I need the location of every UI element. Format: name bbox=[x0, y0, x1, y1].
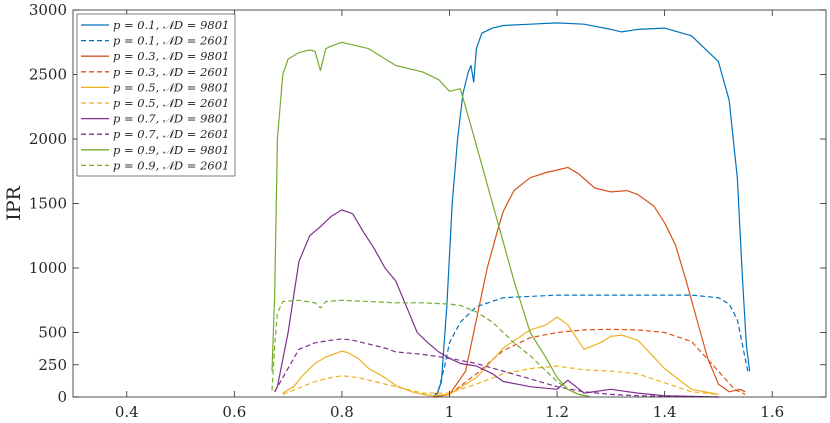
series-line-9 bbox=[271, 299, 590, 397]
x-tick-label: 0.4 bbox=[115, 403, 139, 421]
series-line-3 bbox=[433, 328, 746, 398]
y-tick-label: 250 bbox=[38, 356, 67, 374]
y-tick-label: 500 bbox=[38, 324, 67, 342]
legend-label-9: p = 0.9, 𝒩D = 2601 bbox=[113, 158, 229, 172]
legend-label-1: p = 0.1, 𝒩D = 2601 bbox=[113, 34, 229, 48]
legend-label-2: p = 0.3, 𝒩D = 9801 bbox=[113, 49, 229, 63]
legend-label-5: p = 0.5, 𝒩D = 2601 bbox=[113, 96, 229, 110]
legend-label-7: p = 0.7, 𝒩D = 2601 bbox=[113, 127, 229, 141]
series-line-2 bbox=[433, 166, 746, 398]
y-tick-label: 2000 bbox=[29, 130, 67, 148]
legend-label-6: p = 0.7, 𝒩D = 9801 bbox=[113, 112, 229, 126]
y-tick-label: 1500 bbox=[29, 195, 67, 213]
series-line-7 bbox=[274, 338, 719, 398]
series-line-5 bbox=[282, 365, 719, 395]
series-line-6 bbox=[274, 209, 719, 398]
legend-box bbox=[76, 13, 236, 177]
series-line-1 bbox=[432, 294, 750, 398]
y-tick-label: 2500 bbox=[29, 66, 67, 84]
y-tick-label: 0 bbox=[57, 388, 67, 406]
x-tick-label: 1 bbox=[445, 403, 455, 421]
x-tick-label: 0.6 bbox=[222, 403, 246, 421]
x-tick-label: 1.4 bbox=[653, 403, 677, 421]
y-axis-label: IPR bbox=[3, 186, 25, 221]
legend-label-4: p = 0.5, 𝒩D = 9801 bbox=[113, 80, 229, 94]
y-tick-label: 1000 bbox=[29, 259, 67, 277]
series-line-0 bbox=[435, 22, 751, 398]
legend-label-3: p = 0.3, 𝒩D = 2601 bbox=[113, 65, 229, 79]
x-tick-label: 0.8 bbox=[330, 403, 354, 421]
axes: 0.4 0.6 0.8 1 1.2 1.4 1.6 0 250 500 1000 1500 2000 25… bbox=[3, 1, 827, 421]
x-tick-label: 1.2 bbox=[545, 403, 569, 421]
x-tick-label: 1.6 bbox=[760, 403, 784, 421]
legend-label-0: p = 0.1, 𝒩D = 9801 bbox=[113, 18, 229, 32]
series-line-8 bbox=[271, 41, 590, 397]
series-line-4 bbox=[282, 316, 719, 397]
legend-label-8: p = 0.9, 𝒩D = 9801 bbox=[113, 143, 229, 157]
plot-area bbox=[271, 22, 751, 398]
y-tick-label: 3000 bbox=[29, 1, 67, 19]
